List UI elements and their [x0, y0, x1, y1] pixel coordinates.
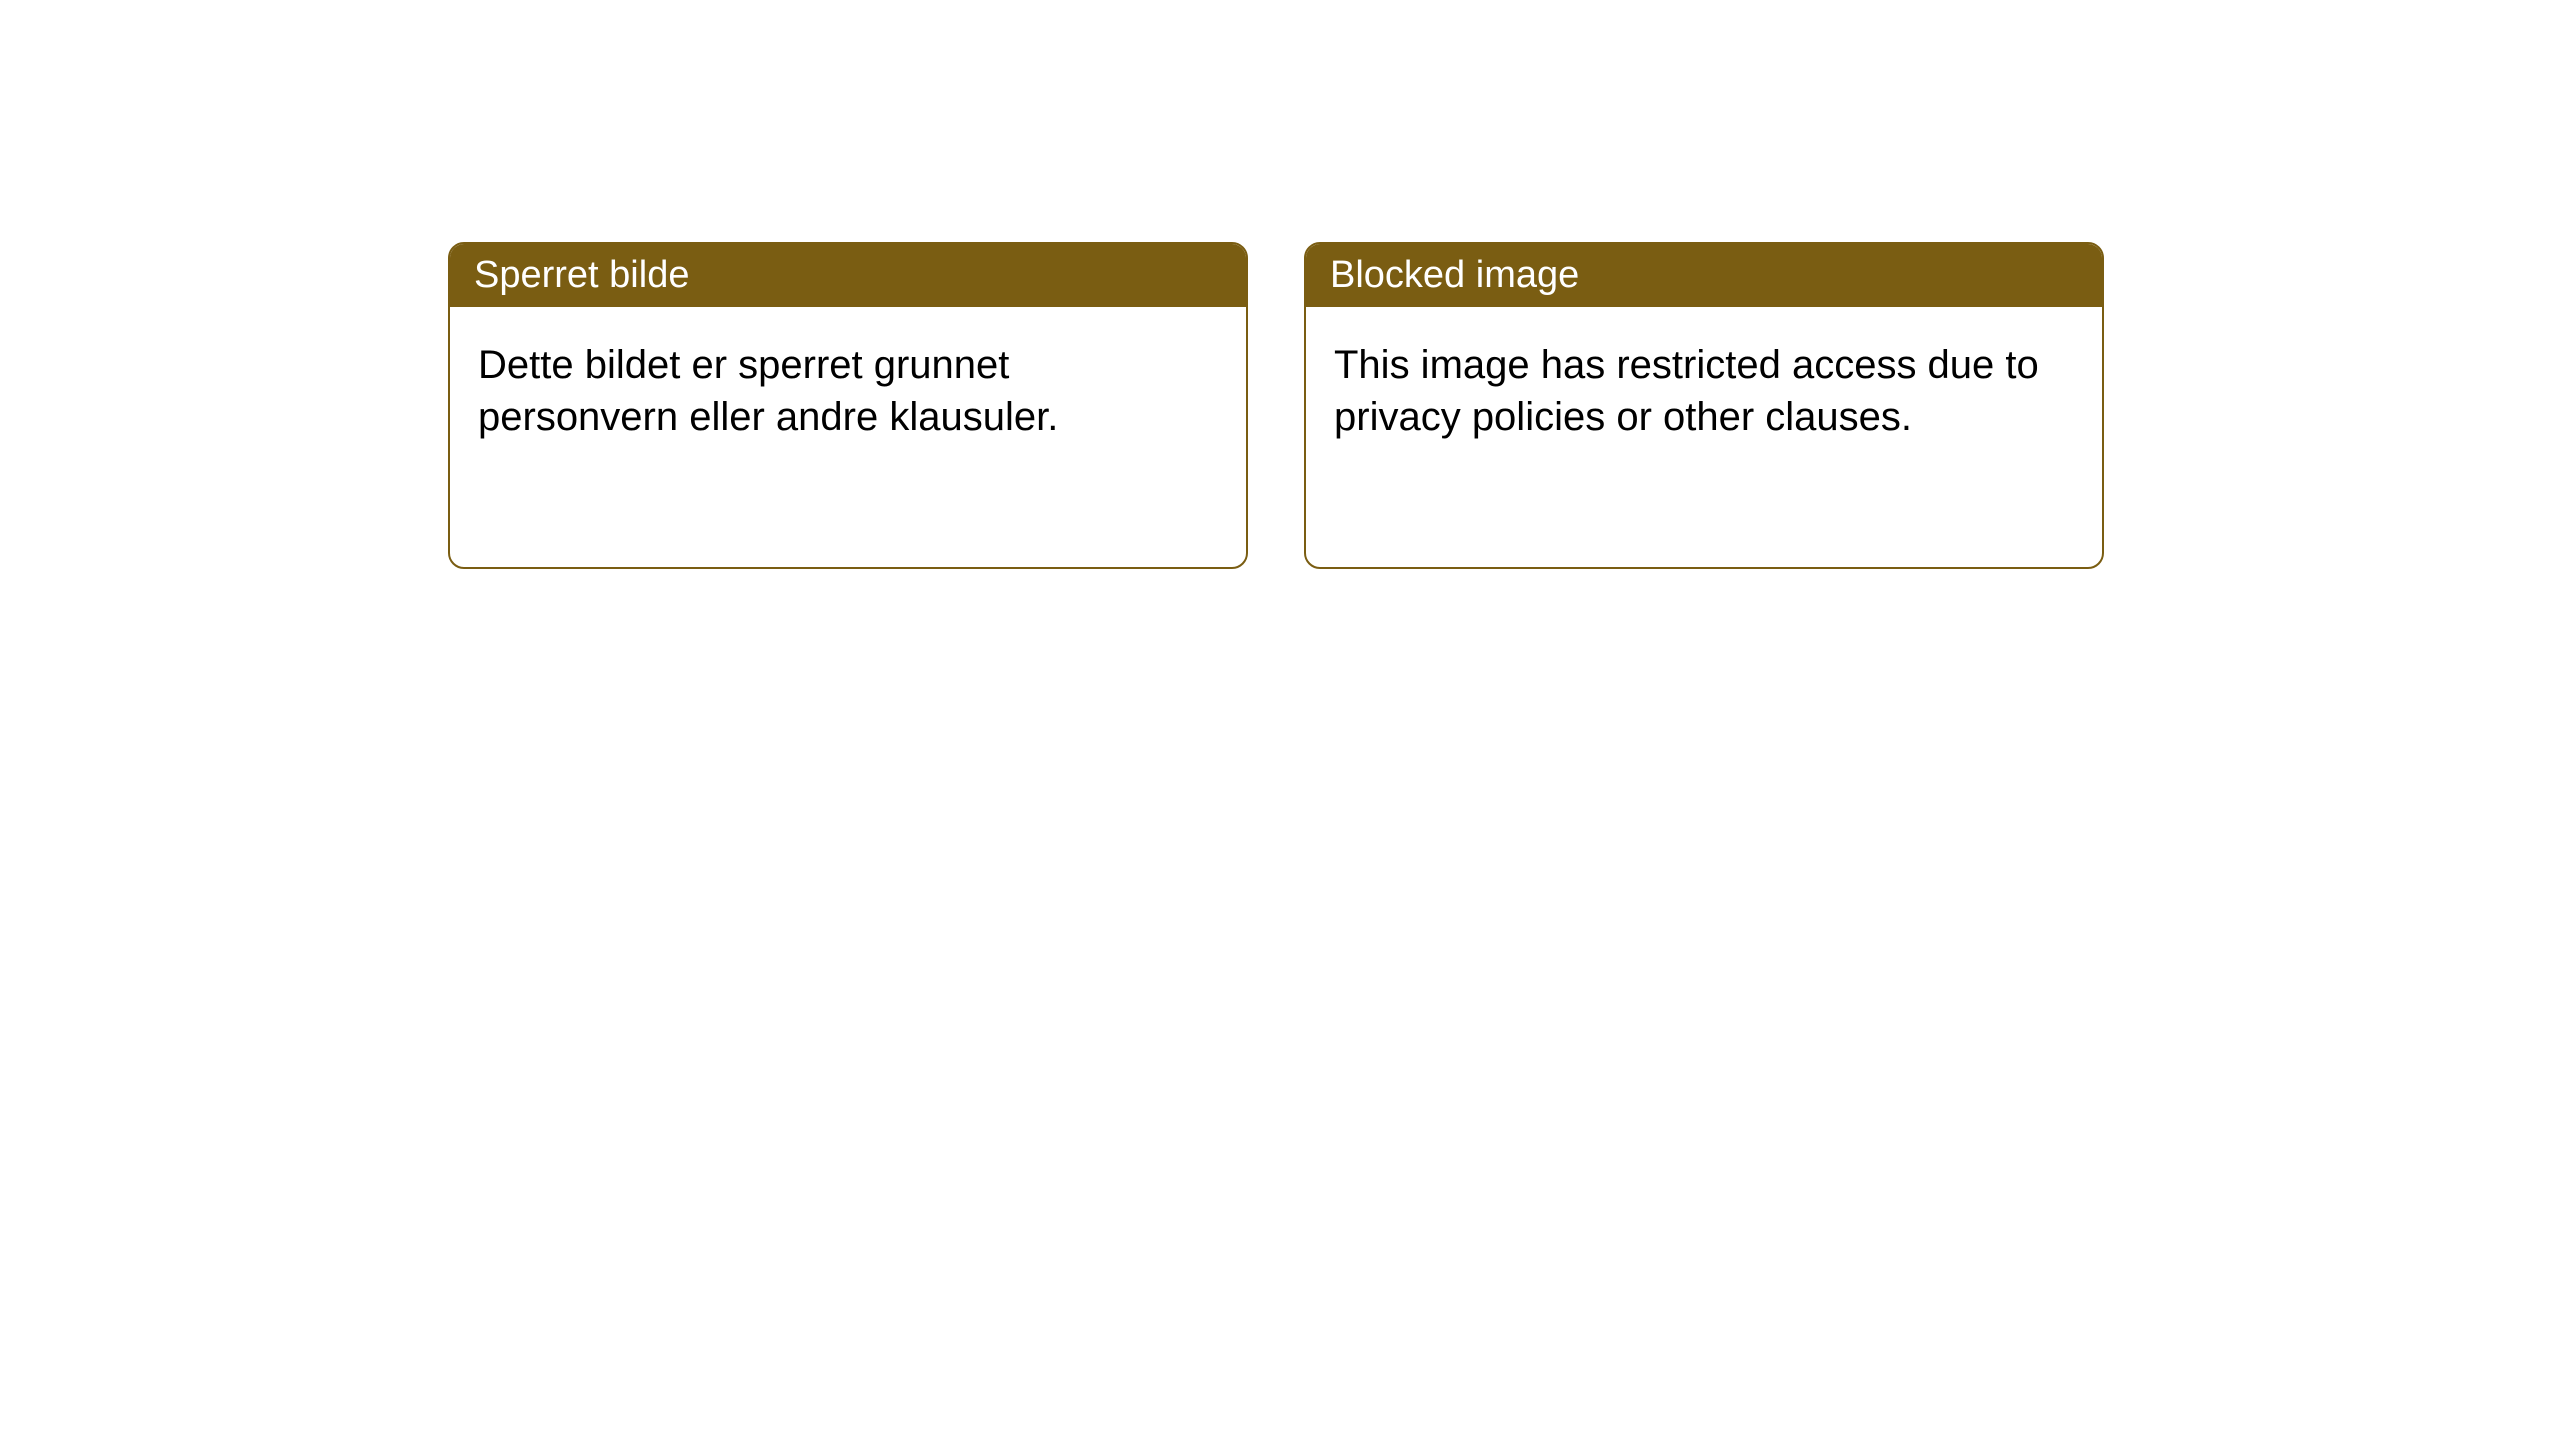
- notice-title-english: Blocked image: [1306, 244, 2102, 307]
- notice-body-norwegian: Dette bildet er sperret grunnet personve…: [450, 307, 1246, 567]
- notice-card-english: Blocked image This image has restricted …: [1304, 242, 2104, 569]
- notice-body-english: This image has restricted access due to …: [1306, 307, 2102, 567]
- notice-title-norwegian: Sperret bilde: [450, 244, 1246, 307]
- notice-container: Sperret bilde Dette bildet er sperret gr…: [448, 242, 2104, 569]
- notice-card-norwegian: Sperret bilde Dette bildet er sperret gr…: [448, 242, 1248, 569]
